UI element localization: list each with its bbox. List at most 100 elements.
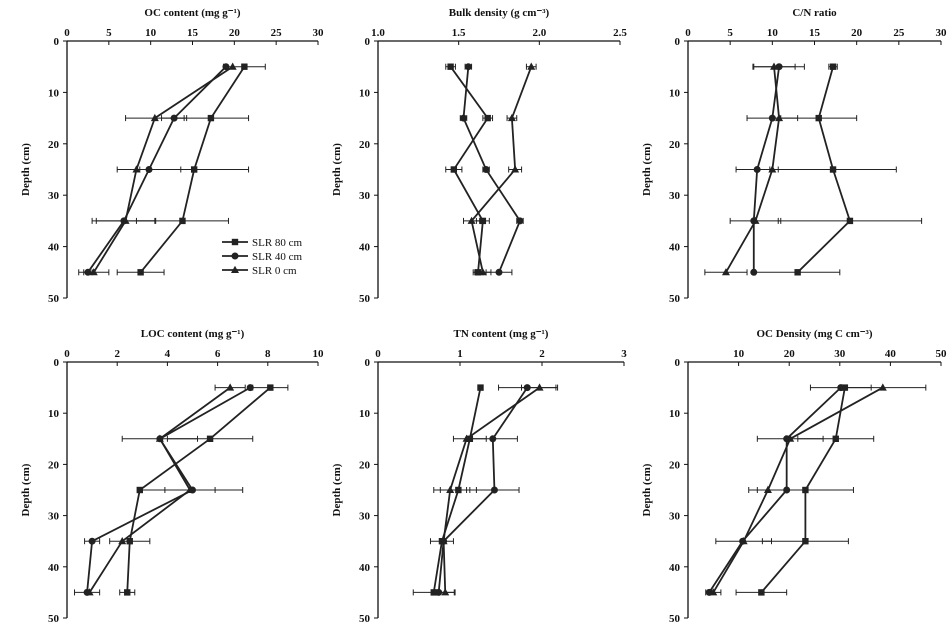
chart-title: C/N ratio: [792, 7, 837, 19]
x-tick-label: 30: [834, 348, 846, 360]
series-square: [109, 384, 289, 596]
x-tick-label: 20: [229, 27, 241, 39]
data-point: [535, 383, 544, 391]
x-tick-label: 2: [539, 348, 545, 360]
y-tick-label: 20: [48, 459, 60, 471]
data-point: [124, 589, 131, 596]
y-tick-label: 0: [365, 357, 371, 369]
series-triangle: [705, 383, 927, 596]
x-tick-label: 5: [106, 27, 112, 39]
data-point: [155, 434, 164, 442]
series-triangle: [463, 62, 537, 276]
y-tick-label: 20: [359, 139, 371, 151]
data-point: [179, 217, 186, 225]
x-tick-label: 0: [64, 348, 70, 360]
data-point: [477, 384, 484, 391]
series-triangle: [78, 62, 237, 276]
y-tick-label: 50: [359, 613, 371, 625]
y-axis-label: Depth (cm): [20, 463, 32, 516]
y-tick-label: 40: [48, 562, 60, 574]
y-tick-label: 30: [669, 511, 681, 523]
series-triangle: [85, 383, 246, 596]
data-point: [241, 63, 248, 70]
data-point: [758, 589, 765, 596]
data-point: [460, 114, 468, 122]
data-point: [190, 166, 198, 173]
data-point: [145, 166, 153, 173]
y-axis-label: Depth (cm): [641, 463, 653, 516]
chart-title: OC content (mg g⁻¹): [144, 7, 241, 19]
x-tick-label: 20: [851, 27, 863, 39]
x-tick-label: 5: [727, 27, 733, 39]
y-tick-label: 30: [359, 511, 371, 523]
data-point: [751, 216, 760, 224]
legend-marker: [231, 252, 239, 260]
y-tick-label: 50: [359, 293, 371, 305]
x-tick-label: 10: [767, 27, 779, 39]
data-point: [479, 217, 487, 225]
x-tick-label: 30: [936, 27, 948, 39]
y-tick-label: 0: [54, 357, 60, 369]
data-point: [832, 435, 839, 442]
x-tick-label: 0: [64, 27, 70, 39]
data-point: [489, 435, 497, 443]
y-tick-label: 10: [48, 408, 60, 420]
x-tick-label: 2.5: [613, 27, 627, 39]
panel-4: 0 2 4 6 8 10 0 10 20 30 40 50 LOC content (mg g⁻¹) De…: [20, 328, 324, 625]
chart-title: LOC content (mg g⁻¹): [141, 328, 245, 340]
data-point: [490, 486, 498, 494]
data-point: [430, 589, 437, 596]
legend-label: SLR 80 cm: [252, 237, 303, 249]
x-tick-label: 20: [784, 348, 796, 360]
series-triangle: [704, 62, 796, 276]
data-point: [206, 435, 214, 442]
x-tick-label: 15: [809, 27, 821, 39]
x-tick-label: 30: [313, 27, 325, 39]
y-tick-label: 0: [54, 36, 60, 48]
data-point: [516, 217, 524, 225]
data-point: [462, 434, 471, 442]
panel-2: 1.0 1.5 2.0 2.5 0 10 20 30 40 50 Bulk density (g c…: [331, 7, 627, 305]
data-point: [829, 166, 837, 173]
x-tick-label: 3: [621, 348, 627, 360]
data-point: [132, 165, 141, 173]
legend-label: SLR 0 cm: [252, 265, 297, 277]
data-point: [829, 63, 837, 70]
y-tick-label: 50: [669, 613, 681, 625]
y-tick-label: 0: [675, 36, 681, 48]
y-tick-label: 40: [48, 242, 60, 254]
data-point: [88, 537, 96, 545]
data-point: [775, 113, 784, 122]
data-point: [89, 268, 98, 276]
y-tick-label: 50: [669, 293, 681, 305]
y-tick-label: 40: [359, 242, 371, 254]
x-tick-label: 1.5: [452, 27, 466, 39]
data-point: [85, 588, 94, 596]
data-point: [878, 383, 887, 391]
x-tick-label: 10: [313, 348, 325, 360]
y-tick-label: 20: [359, 459, 371, 471]
data-point: [802, 538, 809, 545]
data-point: [467, 216, 476, 224]
y-tick-label: 20: [669, 459, 681, 471]
x-tick-label: 10: [145, 27, 157, 39]
y-axis-label: Depth (cm): [20, 143, 32, 196]
data-point: [267, 384, 274, 391]
data-point: [753, 166, 761, 173]
legend-label: SLR 40 cm: [252, 251, 303, 263]
data-point: [846, 217, 854, 225]
y-tick-label: 30: [48, 190, 60, 202]
data-point: [121, 216, 130, 224]
data-point: [721, 268, 730, 276]
legend: SLR 80 cm SLR 40 cm SLR 0 cm: [222, 237, 303, 277]
legend-marker: [231, 265, 239, 273]
data-point: [450, 166, 458, 173]
x-tick-label: 0: [685, 27, 691, 39]
y-tick-label: 30: [359, 190, 371, 202]
y-tick-label: 0: [675, 357, 681, 369]
data-point: [185, 485, 194, 493]
y-tick-label: 50: [48, 613, 60, 625]
y-tick-label: 10: [359, 408, 371, 420]
y-tick-label: 40: [669, 562, 681, 574]
